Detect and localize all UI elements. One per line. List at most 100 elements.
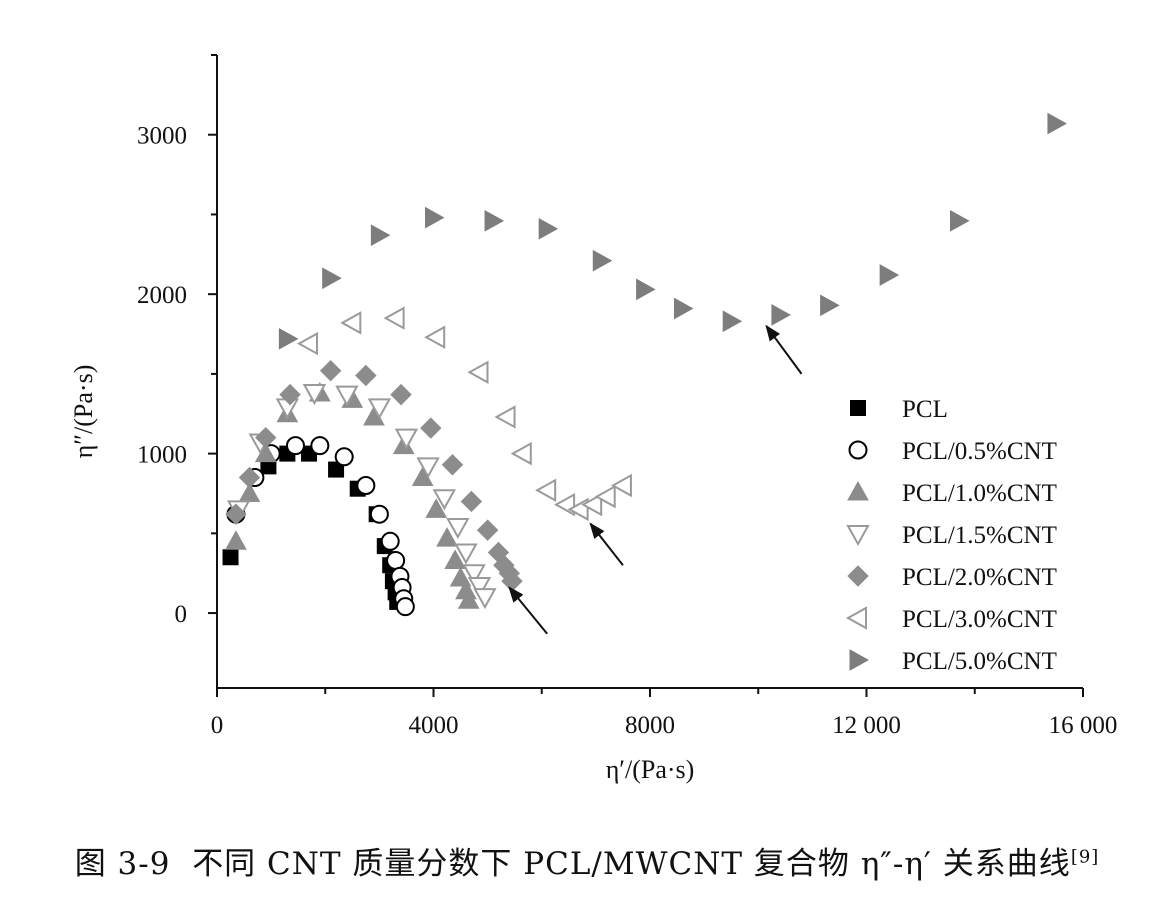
- data-point: [610, 473, 632, 498]
- x-tick-label: 8000: [625, 712, 675, 739]
- data-point: [356, 476, 376, 496]
- legend-label: PCL: [902, 396, 948, 423]
- legend-marker: [847, 565, 869, 587]
- x-axis-label: η′/(Pa·s): [606, 755, 695, 784]
- x-tick-label: 12 000: [832, 712, 901, 739]
- data-point: [420, 417, 442, 439]
- data-point: [416, 457, 440, 479]
- figure-number: 图 3-9: [74, 846, 171, 882]
- series-5: [296, 306, 632, 522]
- data-point: [594, 484, 616, 509]
- legend-marker: [845, 606, 867, 630]
- data-point: [554, 492, 576, 517]
- data-point: [370, 224, 391, 247]
- data-point: [820, 294, 840, 317]
- data-point: [355, 364, 377, 387]
- y-tick-label: 2000: [137, 282, 187, 309]
- data-point: [340, 311, 362, 335]
- data-point: [467, 576, 492, 599]
- data-point: [334, 447, 354, 467]
- legend-marker: [849, 649, 870, 671]
- series-4: [225, 359, 523, 592]
- data-point: [255, 426, 277, 449]
- figure-caption: 图 3-9 不同 CNT 质量分数下 PCL/MWCNT 复合物 η″-η′ 关…: [0, 838, 1174, 883]
- data-point: [494, 405, 516, 429]
- data-point: [310, 436, 330, 456]
- y-tick-label: 3000: [137, 123, 187, 150]
- data-point: [771, 304, 791, 326]
- scatter-chart: 0 4000 8000 12 000 16 000 0 1000 2000 3000 η′/(Pa…: [69, 54, 1118, 784]
- data-point: [328, 461, 345, 478]
- data-point: [467, 360, 489, 384]
- data-point: [476, 519, 499, 541]
- data-point: [390, 383, 412, 406]
- data-point: [446, 517, 470, 540]
- data-point: [383, 306, 405, 330]
- legend-label: PCL/1.5%CNT: [902, 522, 1057, 549]
- data-point: [673, 297, 694, 320]
- x-tick-label: 16 000: [1049, 712, 1118, 739]
- data-point: [394, 428, 419, 450]
- data-point: [444, 549, 466, 569]
- legend: PCL PCL/0.5%CNT PCL/1.0%CNT PCL/1.5%CNT PCL/…: [845, 396, 1057, 675]
- data-point: [225, 530, 247, 550]
- legend-label: PCL/0.5%CNT: [902, 438, 1057, 465]
- data-point: [386, 550, 406, 570]
- data-point: [380, 531, 400, 551]
- data-point: [950, 209, 970, 232]
- legend-marker: [847, 480, 869, 501]
- y-axis-label: η″/(Pa·s): [69, 365, 98, 459]
- data-point: [432, 489, 457, 511]
- data-point: [581, 492, 603, 517]
- data-point: [285, 436, 305, 456]
- data-point: [322, 267, 342, 290]
- data-point: [484, 209, 505, 232]
- annotation-arrow: [765, 324, 803, 375]
- data-point: [457, 589, 480, 609]
- legend-marker: [848, 440, 868, 460]
- data-point: [1047, 112, 1067, 135]
- y-tick-label: 0: [175, 601, 188, 628]
- data-point: [460, 490, 483, 513]
- legend-label: PCL/2.0%CNT: [902, 564, 1057, 591]
- legend-marker: [850, 400, 866, 416]
- data-point: [424, 325, 446, 349]
- y-tick-label: 1000: [137, 442, 187, 469]
- data-point: [535, 478, 557, 502]
- data-point: [278, 327, 299, 350]
- data-point: [473, 588, 497, 610]
- data-point: [636, 278, 656, 301]
- data-point: [225, 503, 247, 525]
- figure-reference: [9]: [1070, 846, 1100, 868]
- legend-label: PCL/3.0%CNT: [902, 606, 1057, 633]
- annotation-arrow: [589, 522, 624, 566]
- x-tick-label: 4000: [409, 712, 459, 739]
- data-point: [335, 385, 359, 407]
- data-point: [302, 384, 327, 406]
- data-point: [425, 498, 448, 518]
- figure-caption-text: 不同 CNT 质量分数下 PCL/MWCNT 复合物 η″-η′ 关系曲线: [192, 846, 1071, 882]
- series-6: [278, 112, 1067, 350]
- data-point: [454, 543, 478, 565]
- data-point: [395, 597, 415, 617]
- data-point: [369, 504, 389, 524]
- data-point: [238, 466, 261, 489]
- data-point: [538, 217, 559, 240]
- legend-marker: [846, 525, 870, 547]
- data-point: [222, 549, 239, 566]
- legend-label: PCL/1.0%CNT: [902, 480, 1057, 507]
- data-point: [722, 310, 743, 333]
- data-point: [592, 249, 613, 272]
- data-point: [510, 441, 532, 466]
- data-point: [296, 331, 319, 356]
- data-point: [319, 359, 342, 382]
- data-point: [462, 564, 486, 586]
- data-point: [441, 454, 464, 476]
- legend-label: PCL/5.0%CNT: [902, 648, 1057, 675]
- data-point: [436, 527, 458, 547]
- data-point: [879, 264, 900, 286]
- data-point: [279, 383, 301, 406]
- data-point: [425, 206, 445, 229]
- series-3: [226, 384, 497, 610]
